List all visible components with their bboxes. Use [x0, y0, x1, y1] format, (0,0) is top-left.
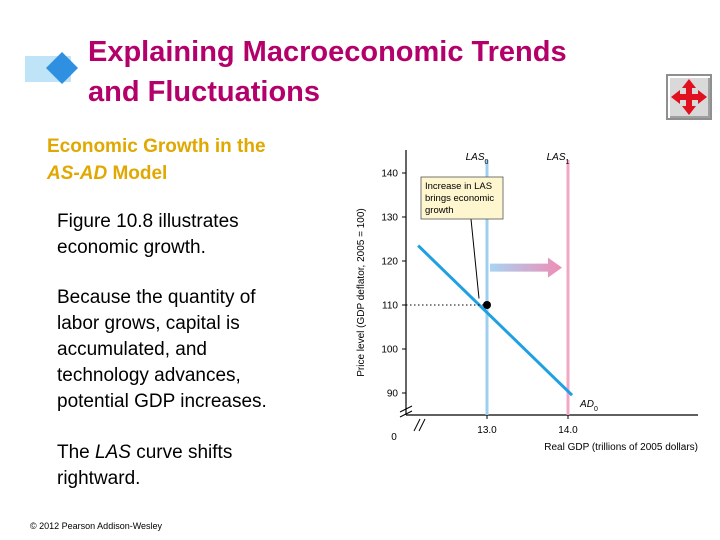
las-curve-label-0: LAS0: [466, 152, 489, 166]
annotation-box: [420, 176, 504, 220]
title-line-1: Explaining Macroeconomic Trends: [88, 36, 567, 68]
annotation-text-line: brings economic: [425, 193, 494, 204]
y-tick-label: 90: [387, 389, 399, 400]
title-diamond-icon: [46, 52, 78, 84]
y-axis-label: Price level (GDP deflator, 2005 = 100): [356, 208, 367, 377]
paragraph-figure-reference: Figure 10.8 illustrates economic growth.: [57, 209, 347, 261]
paragraph-growth-causes: Because the quantity of labor grows, cap…: [57, 285, 347, 415]
section-subheading: Economic Growth in the AS-AD Model: [47, 133, 347, 187]
ad-curve: [417, 244, 574, 397]
y-tick-label: 110: [382, 301, 398, 312]
x-tick-label: 13.0: [477, 425, 497, 436]
x-axis-break-mark: [418, 418, 426, 432]
equilibrium-point: [483, 301, 491, 309]
subheading-model-suffix: Model: [107, 163, 168, 184]
origin-label: 0: [391, 432, 397, 443]
y-axis-break-mark: [399, 410, 413, 418]
y-axis-break-mark: [399, 405, 413, 413]
copyright-notice: © 2012 Pearson Addison-Wesley: [30, 521, 163, 531]
x-tick-label: 14.0: [558, 425, 578, 436]
las-shift-arrow: [490, 257, 562, 278]
paragraph-line: Figure 10.8 illustrates: [57, 211, 239, 232]
ad-curve-label: AD0: [579, 399, 598, 413]
annotation-text-line: Increase in LAS: [425, 181, 492, 192]
x-axis-break-mark: [413, 418, 421, 432]
paragraph-las-shift: The LAS curve shifts rightward.: [57, 440, 347, 492]
y-tick-label: 130: [381, 213, 398, 224]
annotation-text-line: growth: [425, 205, 454, 216]
subheading-line-1: Economic Growth in the: [47, 136, 266, 157]
paragraph-line: potential GDP increases.: [57, 391, 267, 412]
y-tick-label: 100: [381, 345, 398, 356]
paragraph-line: technology advances,: [57, 365, 241, 386]
las-text-pre: The: [57, 442, 96, 463]
las-curve-label-1: LAS1: [547, 152, 570, 166]
as-ad-growth-chart: 90 100 110 120 130 140 0 13.0 14.0 Real GDP (tril…: [356, 150, 698, 453]
subheading-model-name: AS-AD: [47, 163, 108, 184]
annotation-leader-line: [470, 218, 480, 299]
four-way-arrows-icon: [671, 79, 707, 115]
las-text-term: LAS: [95, 442, 131, 463]
paragraph-line: labor grows, capital is: [57, 313, 240, 334]
paragraph-line: The LAS curve shifts: [57, 440, 347, 466]
paragraph-line: Because the quantity of: [57, 287, 256, 308]
title-line-2: and Fluctuations: [88, 76, 320, 108]
paragraph-line: economic growth.: [57, 237, 206, 258]
page-title: Explaining Macroeconomic Trends and Fluc…: [88, 32, 648, 112]
paragraph-line: accumulated, and: [57, 339, 207, 360]
navigation-button[interactable]: [666, 74, 712, 120]
subheading-line-2: AS-AD Model: [47, 160, 347, 187]
las-text-post: curve shifts: [130, 442, 233, 463]
paragraph-line: rightward.: [57, 468, 141, 489]
y-tick-label: 120: [381, 257, 398, 268]
y-tick-label: 140: [381, 169, 398, 180]
x-axis-label: Real GDP (trillions of 2005 dollars): [544, 442, 698, 453]
